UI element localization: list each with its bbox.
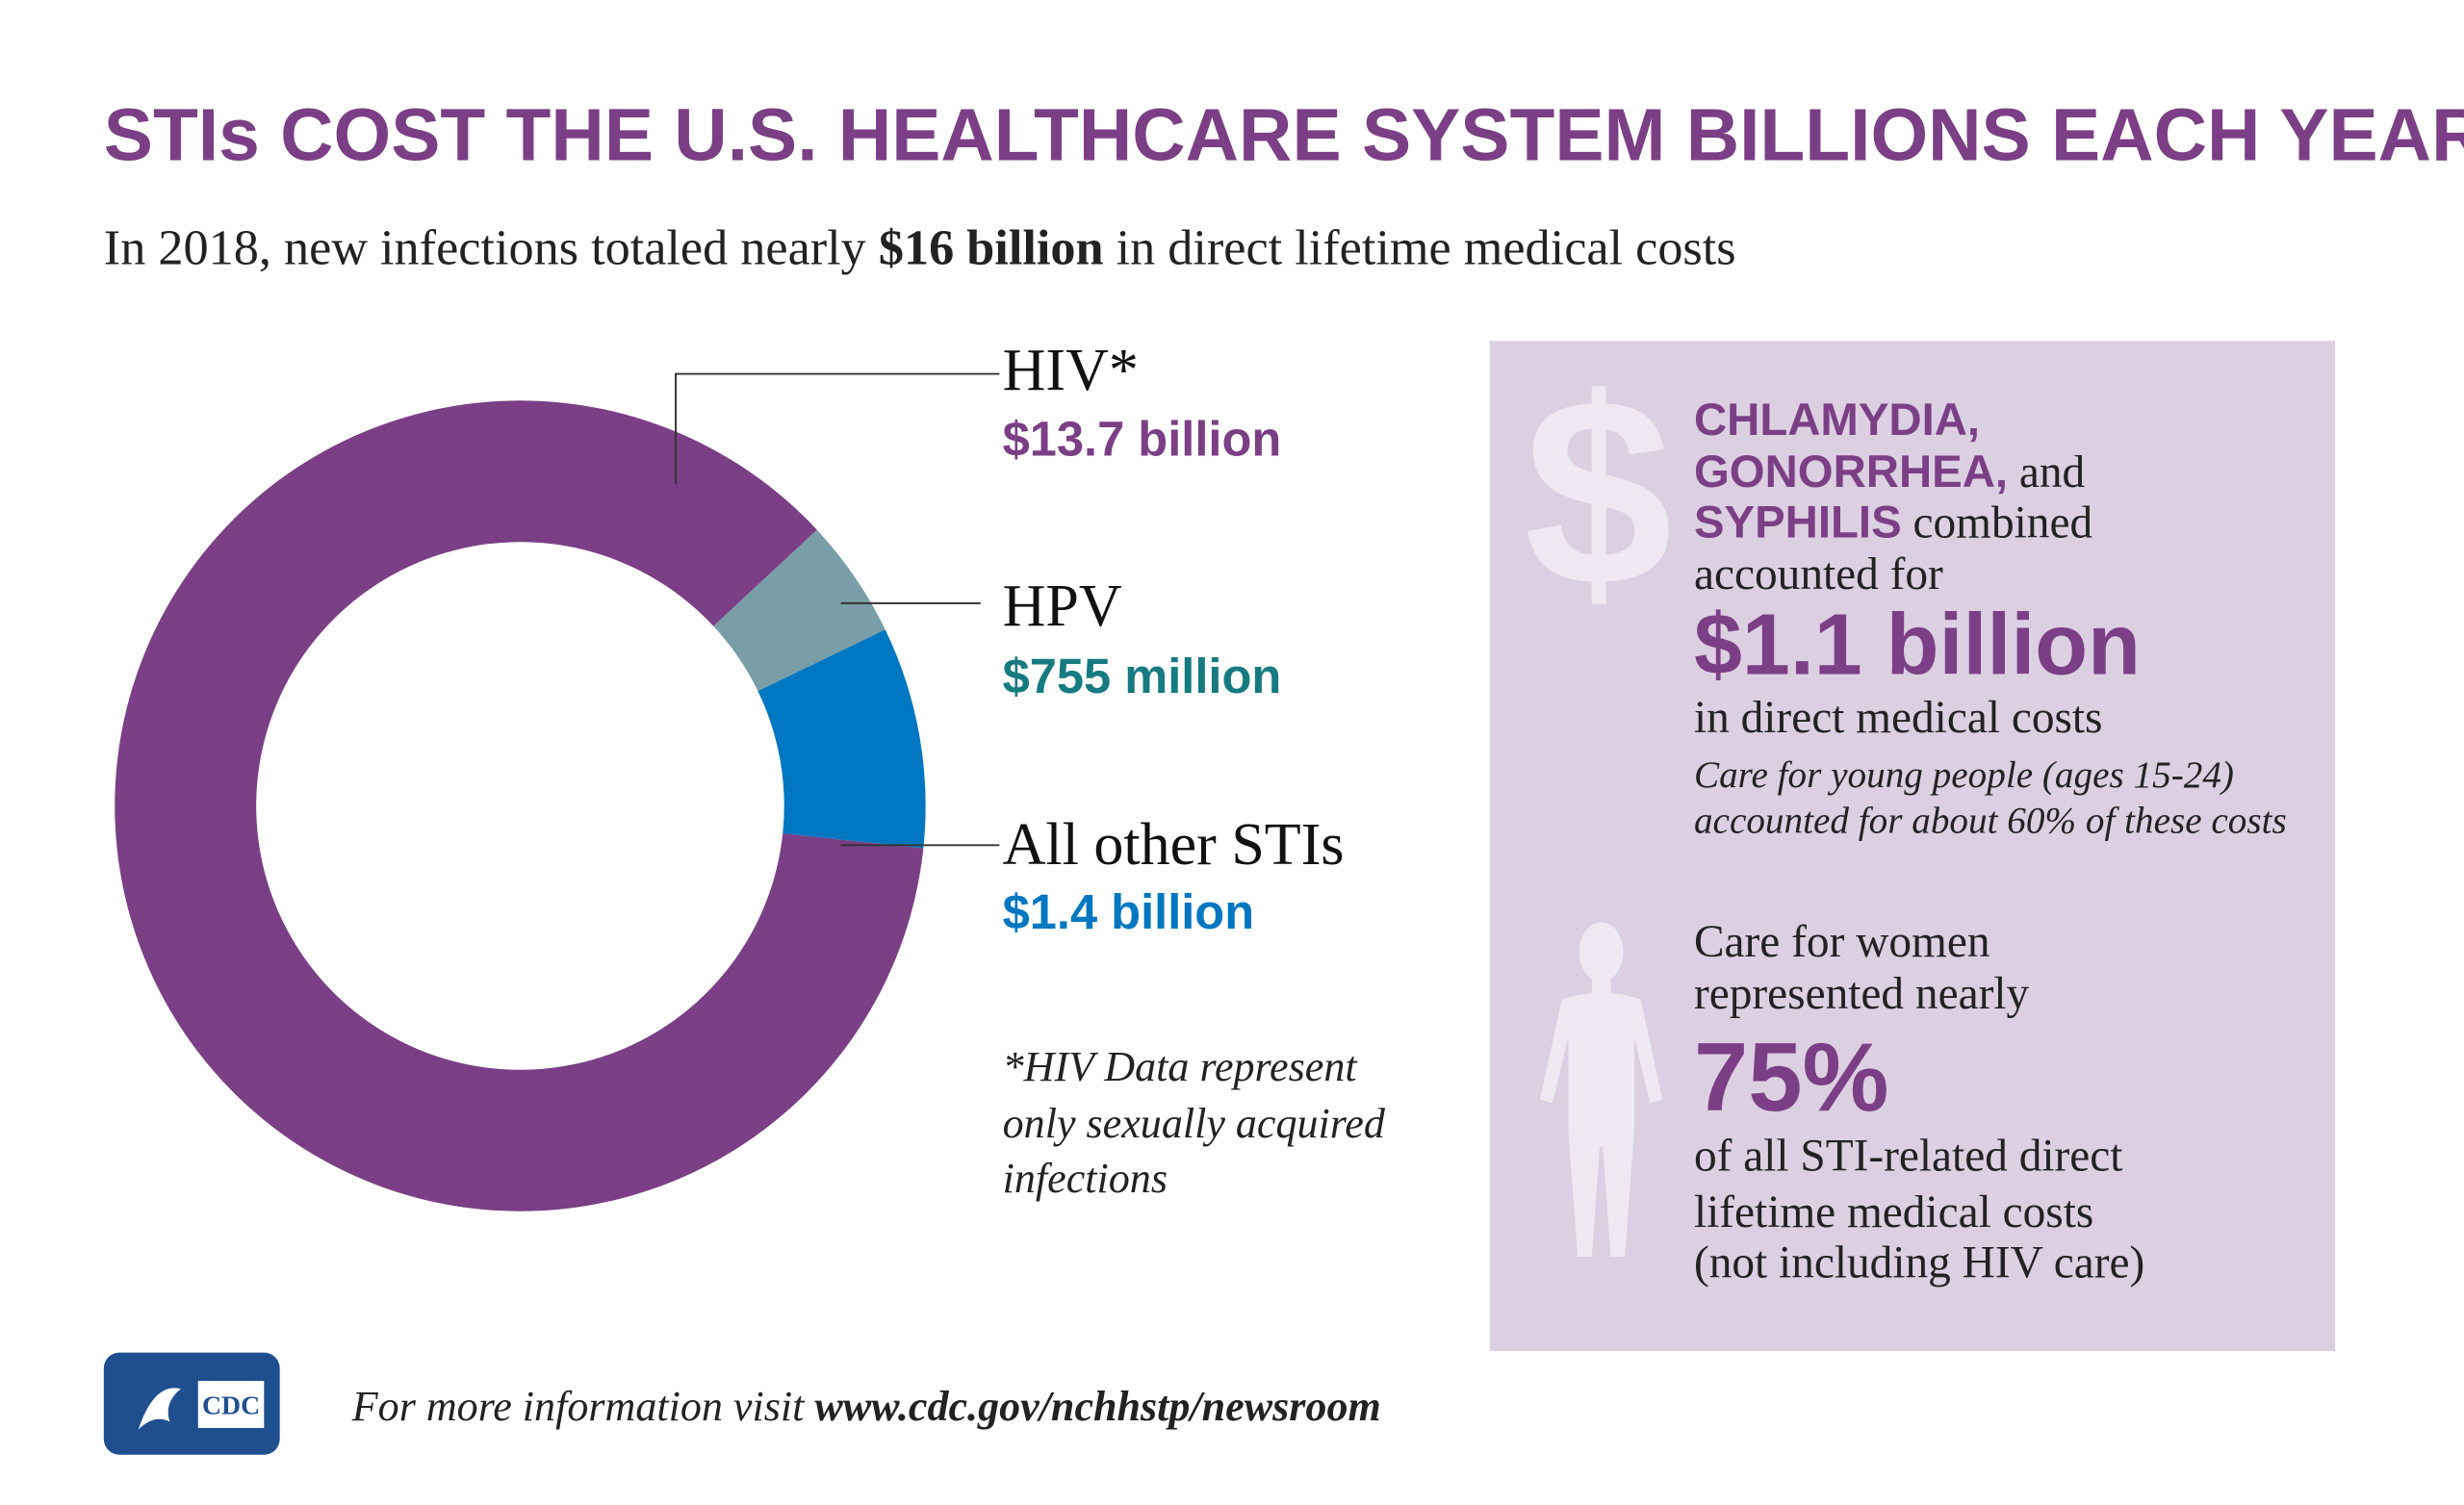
disease: GONORRHEA, (1694, 446, 2008, 497)
value-label: $13.7 billion (1003, 411, 1282, 466)
panel-women-tail: of all STI-related direct lifetime medic… (1694, 1131, 2144, 1288)
panel-women: Care for women represented nearly (1694, 917, 2030, 1019)
panel-diseases: CHLAMYDIA, GONORRHEA, and SYPHILIS combi… (1694, 395, 2097, 548)
value-label: $755 million (1003, 649, 1282, 703)
disease: SYPHILIS (1694, 497, 1902, 548)
panel-text: lifetime medical costs (1694, 1187, 2093, 1237)
donut-slice (757, 629, 926, 849)
panel-amount: $1.1 billion (1694, 597, 2141, 693)
labels: HIV* $13.7 billion HPV $755 million All othe… (1003, 338, 1345, 939)
panel-text: accounted for (1694, 549, 1943, 599)
footnote-line: *HIV Data represent (1003, 1043, 1359, 1090)
panel-text: (not including HIV care) (1694, 1237, 2144, 1288)
subtitle: In 2018, new infections totaled nearly $… (104, 219, 1736, 275)
dollar-icon: $ (1524, 343, 1672, 641)
panel-note: Care for young people (ages 15-24) accou… (1694, 754, 2287, 841)
leaders (675, 372, 1000, 847)
panel-share: 75% (1694, 1023, 1889, 1132)
donut (115, 400, 926, 1212)
woman-icon (1539, 922, 1663, 1258)
subtitle-part: in direct lifetime medical costs (1104, 219, 1736, 275)
panel-text: combined (1902, 497, 2093, 548)
footnote-line: only sexually acquired (1003, 1100, 1386, 1147)
panel-text: and (2008, 447, 2086, 497)
panel-text: Care for women (1694, 917, 1990, 967)
title: STIs COST THE U.S. HEALTHCARE SYSTEM BIL… (104, 95, 2464, 177)
note-line: accounted for about 60% of these costs (1694, 800, 2287, 841)
category-label: HIV* (1003, 338, 1139, 403)
donut-slice (713, 529, 886, 692)
value-label: $1.4 billion (1003, 884, 1254, 939)
subtitle-bold: $16 billion (879, 219, 1104, 275)
category-label: HPV (1003, 574, 1122, 639)
cdc-box (197, 1381, 265, 1429)
panel-text: of all STI-related direct (1694, 1131, 2122, 1181)
footer-text: For more information visit (351, 1383, 815, 1430)
cdc-logo[interactable] (103, 1352, 280, 1455)
panel-text: represented nearly (1694, 969, 2030, 1019)
category-label: All other STIs (1003, 812, 1345, 878)
footer: For more information visit www.cdc.gov/n… (351, 1383, 1381, 1430)
disease: CHLAMYDIA, (1694, 395, 1980, 446)
footer-url[interactable]: www.cdc.gov/nchhstp/newsroom (814, 1383, 1380, 1430)
leader-line (675, 372, 1000, 484)
donut-slice (115, 400, 924, 1212)
note-line: Care for young people (ages 15-24) (1694, 754, 2234, 796)
footnote: *HIV Data represent only sexually acquir… (1003, 1043, 1396, 1202)
footnote-line: infections (1003, 1155, 1168, 1202)
panel-text: in direct medical costs (1694, 693, 2102, 743)
cdc-text: CDC (202, 1390, 260, 1420)
panel (1489, 341, 2336, 1352)
hhs-eagle (138, 1388, 181, 1430)
subtitle-part: In 2018, new infections totaled nearly (104, 219, 879, 275)
